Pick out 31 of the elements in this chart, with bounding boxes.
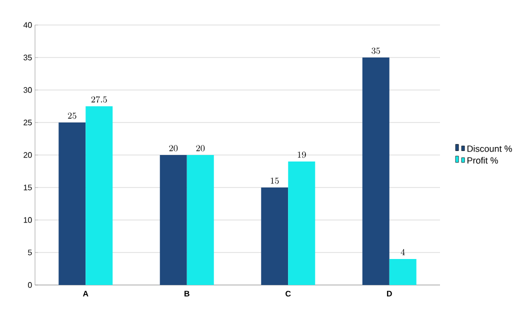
y-tick-label: 15 — [24, 184, 32, 190]
y-tick-label: 20 — [24, 152, 32, 158]
y-tick-label: 30 — [24, 87, 32, 93]
data-label: 15 — [270, 178, 279, 184]
bar — [160, 155, 187, 285]
y-tick-label: 5 — [28, 250, 32, 256]
bar — [389, 259, 416, 285]
data-label: 20 — [169, 145, 178, 152]
y-tick-label: 40 — [23, 22, 32, 28]
bar — [186, 155, 214, 285]
data-label: 19 — [298, 152, 306, 158]
bar — [261, 188, 288, 285]
data-label: 20 — [196, 145, 205, 152]
x-tick-label: A — [82, 290, 88, 296]
y-tick-label: 25 — [24, 120, 32, 126]
data-label: 25 — [68, 112, 76, 119]
data-label: 4 — [400, 249, 405, 256]
x-tick-label: D — [387, 290, 392, 296]
bar — [288, 162, 316, 285]
y-tick-label: 10 — [24, 217, 32, 223]
bar — [362, 58, 390, 285]
bar — [86, 106, 113, 285]
x-tick-label: B — [184, 290, 190, 296]
legend-label: Discount % — [467, 145, 512, 152]
x-tick-label: C — [286, 290, 291, 297]
legend-label: Profit % — [467, 157, 498, 164]
y-tick-label: 35 — [24, 54, 32, 60]
bar — [58, 122, 86, 285]
y-tick-label: 0 — [28, 282, 32, 288]
data-label: 35 — [372, 48, 380, 54]
data-label: 27.5 — [91, 96, 107, 103]
